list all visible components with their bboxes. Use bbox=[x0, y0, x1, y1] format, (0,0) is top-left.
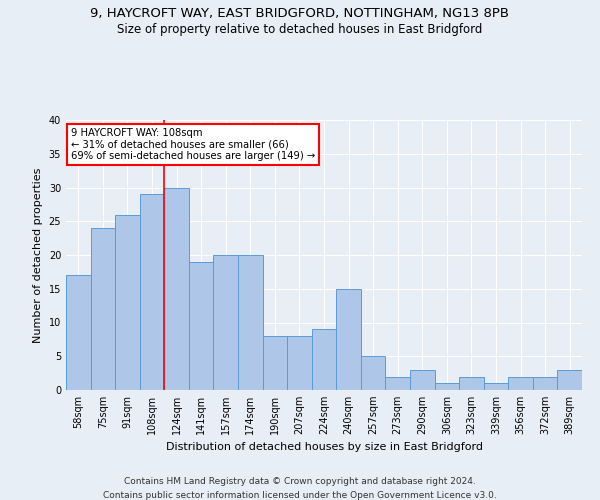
Bar bbox=[508, 376, 533, 390]
Bar bbox=[263, 336, 287, 390]
Bar bbox=[115, 214, 140, 390]
Bar bbox=[533, 376, 557, 390]
Bar bbox=[557, 370, 582, 390]
Text: 9 HAYCROFT WAY: 108sqm
← 31% of detached houses are smaller (66)
69% of semi-det: 9 HAYCROFT WAY: 108sqm ← 31% of detached… bbox=[71, 128, 316, 162]
Bar bbox=[361, 356, 385, 390]
Bar bbox=[410, 370, 434, 390]
Bar bbox=[164, 188, 189, 390]
Bar bbox=[140, 194, 164, 390]
Bar bbox=[238, 255, 263, 390]
Bar bbox=[312, 329, 336, 390]
Text: Distribution of detached houses by size in East Bridgford: Distribution of detached houses by size … bbox=[166, 442, 482, 452]
Bar bbox=[91, 228, 115, 390]
Bar bbox=[385, 376, 410, 390]
Text: Contains public sector information licensed under the Open Government Licence v3: Contains public sector information licen… bbox=[103, 491, 497, 500]
Bar bbox=[459, 376, 484, 390]
Bar bbox=[66, 275, 91, 390]
Bar bbox=[189, 262, 214, 390]
Bar bbox=[434, 383, 459, 390]
Text: Size of property relative to detached houses in East Bridgford: Size of property relative to detached ho… bbox=[118, 22, 482, 36]
Bar bbox=[484, 383, 508, 390]
Y-axis label: Number of detached properties: Number of detached properties bbox=[33, 168, 43, 342]
Bar bbox=[336, 289, 361, 390]
Bar bbox=[214, 255, 238, 390]
Bar bbox=[287, 336, 312, 390]
Text: 9, HAYCROFT WAY, EAST BRIDGFORD, NOTTINGHAM, NG13 8PB: 9, HAYCROFT WAY, EAST BRIDGFORD, NOTTING… bbox=[91, 8, 509, 20]
Text: Contains HM Land Registry data © Crown copyright and database right 2024.: Contains HM Land Registry data © Crown c… bbox=[124, 478, 476, 486]
